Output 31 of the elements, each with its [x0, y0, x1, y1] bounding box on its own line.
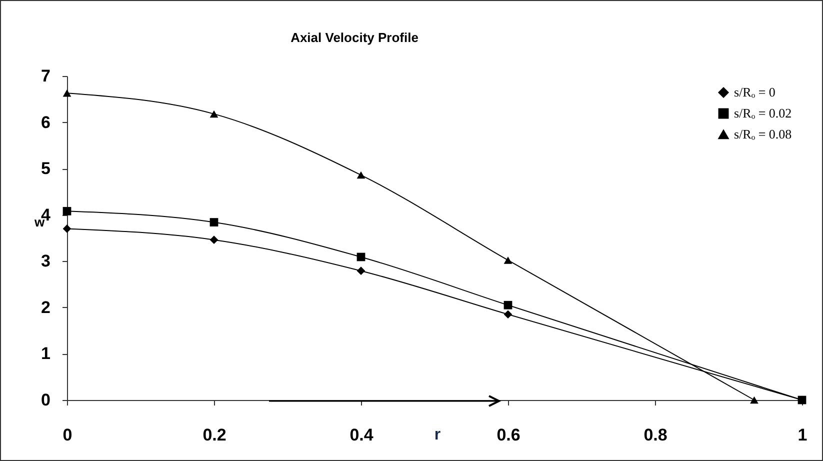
chart-title: Axial Velocity Profile: [290, 30, 418, 45]
y-tick-label: 5: [41, 159, 50, 178]
legend-label: s/Rₒ = 0.02: [734, 106, 792, 120]
point: [356, 266, 366, 276]
point: [356, 171, 366, 179]
point: [62, 224, 72, 233]
y-tick-label: 3: [41, 252, 50, 271]
point: [504, 300, 512, 310]
point: [210, 236, 218, 244]
x-axis-title: r: [434, 426, 441, 444]
point: [504, 256, 512, 264]
point: [504, 310, 512, 319]
point: [750, 396, 758, 404]
y-tick-label: 7: [41, 66, 50, 86]
point: [356, 252, 366, 262]
y-tick-label: 2: [41, 298, 50, 317]
point: [62, 90, 72, 97]
point: [62, 206, 72, 216]
legend-label: s/Rₒ = 0: [734, 84, 776, 100]
x-tick-label: 0: [62, 426, 72, 444]
y-tick-label: 1: [41, 344, 50, 364]
x-tick-label: 0.8: [644, 426, 668, 444]
x-tick-label: 0.2: [202, 426, 226, 444]
point: [210, 110, 218, 118]
x-tick-label: 0.6: [496, 426, 520, 444]
y-tick-label: 6: [41, 112, 50, 132]
point: [210, 218, 218, 226]
legend-label: s/Rₒ = 0.08: [734, 126, 792, 142]
x-tick-label: 1: [798, 426, 808, 444]
x-tick-label: 0.4: [350, 426, 374, 444]
y-tick-label: 0: [41, 390, 50, 410]
